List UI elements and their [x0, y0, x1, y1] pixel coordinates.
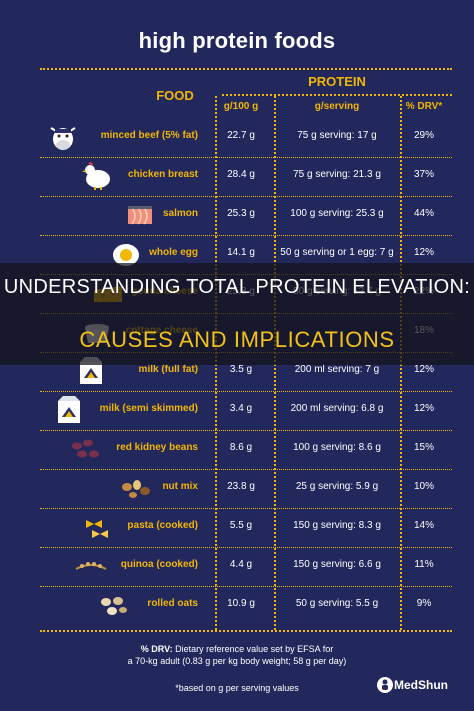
food-name: milk (semi skimmed) — [99, 403, 198, 414]
header-food: FOOD — [156, 88, 194, 103]
food-name: red kidney beans — [116, 442, 198, 453]
protein-per-serving: 150 g serving: 8.3 g — [293, 520, 381, 531]
drv-percent: 12% — [413, 364, 434, 375]
protein-per-serving: 50 g serving or 1 egg: 7 g — [280, 247, 394, 258]
nuts-icon — [119, 473, 153, 503]
header-drv: % DRV* — [405, 101, 443, 112]
row-divider — [40, 157, 452, 158]
drv-footnote: % DRV: Dietary reference value set by EF… — [60, 643, 414, 667]
food-name: whole egg — [149, 247, 198, 258]
table-row: minced beef (5% fat) 22.7 g 75 g serving: … — [0, 118, 474, 157]
row-divider — [40, 586, 452, 587]
beans-icon — [68, 434, 102, 464]
medshun-logo-icon — [377, 677, 393, 693]
protein-per-100g: 28.4 g — [227, 169, 255, 180]
food-name: rolled oats — [147, 598, 198, 609]
food-name: minced beef (5% fat) — [100, 130, 198, 141]
protein-per-100g: 3.5 g — [229, 364, 253, 375]
divider — [40, 630, 452, 632]
protein-per-100g: 25.3 g — [227, 208, 255, 219]
protein-per-100g: 5.5 g — [229, 520, 253, 531]
row-divider — [40, 235, 452, 236]
quinoa-icon — [74, 551, 108, 581]
protein-per-100g: 23.8 g — [227, 481, 255, 492]
protein-per-100g: 3.4 g — [229, 403, 253, 414]
table-row: salmon 25.3 g 100 g serving: 25.3 g 44% — [0, 196, 474, 235]
row-divider — [40, 196, 452, 197]
protein-per-serving: 50 g serving: 5.5 g — [295, 598, 379, 609]
title-overlay — [0, 263, 474, 365]
drv-percent: 37% — [413, 169, 434, 180]
protein-per-serving: 75 g serving: 21.3 g — [293, 169, 381, 180]
protein-per-100g: 4.4 g — [229, 559, 253, 570]
protein-per-serving: 200 ml serving: 6.8 g — [290, 403, 384, 414]
drv-text: Dietary reference value set by EFSA for — [172, 644, 334, 654]
food-name: pasta (cooked) — [127, 520, 198, 531]
food-name: salmon — [162, 208, 198, 219]
row-divider — [40, 508, 452, 509]
drv-label: % DRV: — [140, 644, 173, 654]
table-row: quinoa (cooked) 4.4 g 150 g serving: 6.6 g… — [0, 547, 474, 586]
header-protein: PROTEIN — [308, 74, 366, 89]
milk-carton-icon — [52, 395, 86, 425]
brand-name: MedShun — [394, 678, 448, 692]
food-name: chicken breast — [127, 169, 198, 180]
protein-per-serving: 25 g serving: 5.9 g — [295, 481, 379, 492]
chicken-icon — [80, 161, 114, 191]
row-divider — [40, 391, 452, 392]
food-name: quinoa (cooked) — [120, 559, 198, 570]
protein-per-serving: 200 ml serving: 7 g — [294, 364, 380, 375]
drv-percent: 44% — [413, 208, 434, 219]
protein-per-100g: 10.9 g — [227, 598, 255, 609]
table-row: nut mix 23.8 g 25 g serving: 5.9 g 10% — [0, 469, 474, 508]
protein-per-100g: 8.6 g — [229, 442, 253, 453]
cow-icon — [46, 122, 80, 152]
drv-percent: 14% — [413, 520, 434, 531]
protein-per-100g: 22.7 g — [227, 130, 255, 141]
protein-per-100g: 14.1 g — [227, 247, 255, 258]
food-name: nut mix — [162, 481, 198, 492]
protein-per-serving: 75 g serving: 17 g — [297, 130, 377, 141]
protein-per-serving: 150 g serving: 6.6 g — [293, 559, 381, 570]
overlay-heading: UNDERSTANDING TOTAL PROTEIN ELEVATION: — [3, 276, 471, 298]
drv-percent: 12% — [413, 403, 434, 414]
divider — [222, 94, 452, 96]
table-row: pasta (cooked) 5.5 g 150 g serving: 8.3 g 1… — [0, 508, 474, 547]
overlay-subheading: CAUSES AND IMPLICATIONS — [79, 327, 395, 352]
drv-percent: 15% — [413, 442, 434, 453]
oats-icon — [96, 590, 130, 620]
header-serving: g/serving — [314, 101, 360, 112]
table-row: milk (semi skimmed) 3.4 g 200 ml serving: … — [0, 391, 474, 430]
food-name: milk (full fat) — [138, 364, 198, 375]
page-title: high protein foods — [138, 28, 336, 53]
drv-percent: 9% — [416, 598, 432, 609]
drv-percent: 12% — [413, 247, 434, 258]
drv-percent: 29% — [413, 130, 434, 141]
pasta-icon — [80, 512, 114, 542]
row-divider — [40, 469, 452, 470]
serving-footnote: *based on g per serving values — [175, 683, 299, 693]
table-row: chicken breast 28.4 g 75 g serving: 21.3 g… — [0, 157, 474, 196]
drv-text-2: a 70-kg adult (0.83 g per kg body weight… — [127, 656, 347, 666]
table-row: rolled oats 10.9 g 50 g serving: 5.5 g 9% — [0, 586, 474, 625]
drv-percent: 10% — [413, 481, 434, 492]
table-row: whole egg 14.1 g 50 g serving or 1 egg: 7 … — [0, 235, 474, 274]
egg-icon — [108, 239, 142, 269]
protein-per-serving: 100 g serving: 8.6 g — [293, 442, 381, 453]
header-per100: g/100 g — [223, 101, 259, 112]
table-row: red kidney beans 8.6 g 100 g serving: 8.6 … — [0, 430, 474, 469]
protein-per-serving: 100 g serving: 25.3 g — [290, 208, 384, 219]
row-divider — [40, 547, 452, 548]
salmon-icon — [124, 200, 158, 230]
divider — [40, 68, 452, 70]
row-divider — [40, 430, 452, 431]
drv-percent: 11% — [414, 559, 434, 570]
